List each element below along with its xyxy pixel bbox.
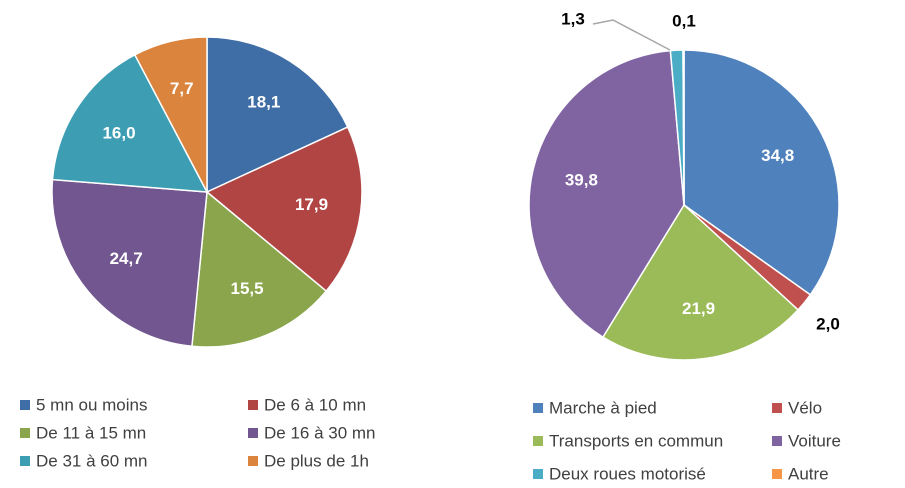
data-label: 18,1 xyxy=(247,93,280,112)
legend-label: 5 mn ou moins xyxy=(36,395,148,414)
data-label: 2,0 xyxy=(816,314,840,333)
legend-label: Transports en commun xyxy=(549,431,723,450)
legend-swatch xyxy=(533,403,543,413)
data-label: 39,8 xyxy=(565,170,598,189)
data-label: 17,9 xyxy=(295,195,328,214)
data-label: 1,3 xyxy=(561,9,585,28)
pie-slice xyxy=(205,126,363,293)
legend-swatch xyxy=(772,436,782,446)
legend-label: Voiture xyxy=(788,431,841,450)
legend-swatch xyxy=(248,456,258,466)
legend-label: De 16 à 30 mn xyxy=(264,423,376,442)
pie-slice xyxy=(191,190,328,348)
data-label: 24,7 xyxy=(110,249,143,268)
legend-swatch xyxy=(772,469,782,479)
legend-label: Autre xyxy=(788,464,829,483)
legend-label: Marche à pied xyxy=(549,398,657,417)
pie-slice xyxy=(51,53,209,193)
legend-label: De 6 à 10 mn xyxy=(264,395,366,414)
data-label: 7,7 xyxy=(170,79,194,98)
data-label: 0,1 xyxy=(672,11,696,30)
data-label: 34,8 xyxy=(761,146,794,165)
pie-slice xyxy=(51,178,208,348)
pie-slice xyxy=(683,49,840,296)
pie-slice xyxy=(133,36,208,193)
legend-swatch xyxy=(248,400,258,410)
leader-line xyxy=(592,19,671,51)
pie-slice xyxy=(601,203,800,361)
pie-slice xyxy=(206,36,349,194)
legend-swatch xyxy=(248,428,258,438)
legend-label: De plus de 1h xyxy=(264,451,369,470)
legend-label: Deux roues motorisé xyxy=(549,464,706,483)
pie-slice xyxy=(682,49,685,206)
legend-swatch xyxy=(772,403,782,413)
legend-swatch xyxy=(20,400,30,410)
legend-label: Vélo xyxy=(788,398,822,417)
pie-slice xyxy=(528,49,685,339)
data-label: 21,9 xyxy=(682,299,715,318)
legend-swatch xyxy=(533,469,543,479)
data-label: 15,5 xyxy=(231,279,264,298)
data-label: 16,0 xyxy=(102,123,135,142)
legend-swatch xyxy=(20,428,30,438)
legend-swatch xyxy=(20,456,30,466)
legend-label: De 11 à 15 mn xyxy=(36,423,146,442)
legend-label: De 31 à 60 mn xyxy=(36,451,148,470)
legend-swatch xyxy=(533,436,543,446)
